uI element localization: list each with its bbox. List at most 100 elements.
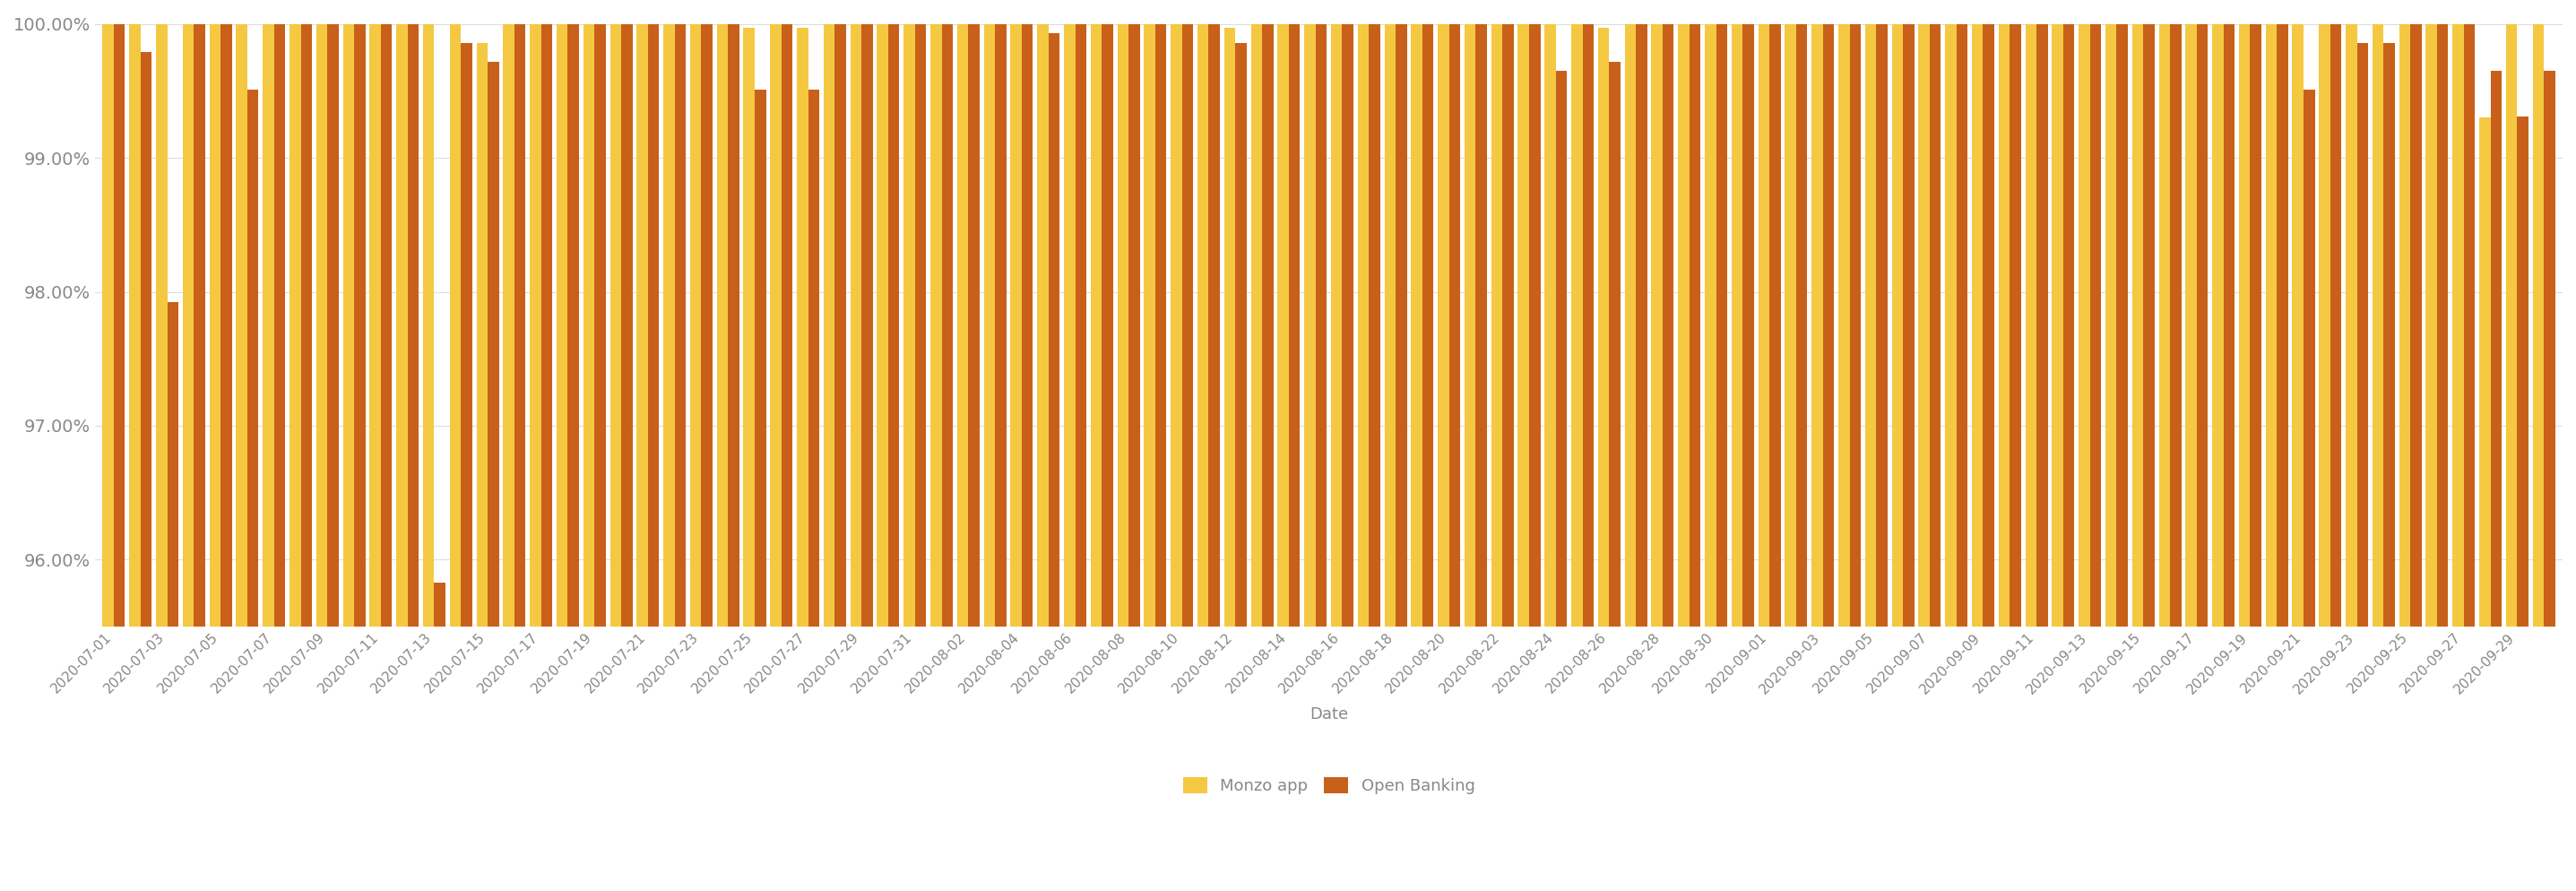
Bar [1875,24,1888,626]
Bar [222,24,232,626]
Bar [636,24,649,626]
Bar [1929,24,1940,626]
Bar [461,43,471,626]
Bar [1118,24,1128,626]
Bar [2038,24,2048,626]
Bar [2105,24,2117,626]
Bar [984,24,994,626]
Bar [301,24,312,626]
Bar [1582,24,1595,626]
Bar [649,24,659,626]
Bar [1971,24,1984,626]
Bar [796,29,809,626]
Bar [2383,43,2396,626]
Bar [969,24,979,626]
Bar [273,24,286,626]
Bar [744,29,755,626]
Bar [2452,24,2463,626]
Bar [157,24,167,626]
Bar [1010,24,1023,626]
Bar [556,24,567,626]
Bar [1048,34,1059,626]
Bar [1770,24,1780,626]
Bar [824,24,835,626]
Bar [1984,24,1994,626]
Bar [317,24,327,626]
Bar [1517,24,1530,626]
Bar [541,24,551,626]
Bar [343,24,353,626]
Bar [1839,24,1850,626]
Bar [183,24,193,626]
Bar [1358,24,1368,626]
Bar [2053,24,2063,626]
Bar [2063,24,2074,626]
Bar [595,24,605,626]
Bar [2197,24,2208,626]
Bar [1636,24,1646,626]
Bar [1625,24,1636,626]
Bar [397,24,407,626]
Bar [1502,24,1515,626]
Bar [2025,24,2038,626]
Bar [1396,24,1406,626]
Bar [1170,24,1182,626]
Bar [103,24,113,626]
Bar [2478,118,2491,626]
Bar [2545,71,2555,626]
Bar [1412,24,1422,626]
Bar [1182,24,1193,626]
Bar [2239,24,2249,626]
Bar [2398,24,2411,626]
Bar [2249,24,2262,626]
Bar [1288,24,1301,626]
Bar [193,24,206,626]
Bar [1342,24,1352,626]
Bar [1530,24,1540,626]
Bar [1278,24,1288,626]
Bar [1824,24,1834,626]
Bar [2372,24,2383,626]
Bar [930,24,943,626]
Bar [1316,24,1327,626]
Bar [755,90,765,626]
Bar [2184,24,2197,626]
Bar [1224,29,1236,626]
Bar [1759,24,1770,626]
Bar [113,24,126,626]
Bar [2427,24,2437,626]
Bar [1208,24,1221,626]
Bar [2437,24,2447,626]
Bar [1571,24,1582,626]
Bar [381,24,392,626]
Bar [770,24,781,626]
Bar [2169,24,2182,626]
Bar [1744,24,1754,626]
Bar [1262,24,1273,626]
Bar [1476,24,1486,626]
Bar [904,24,914,626]
Bar [835,24,845,626]
Bar [142,53,152,626]
Bar [1546,24,1556,626]
Bar [1103,24,1113,626]
Bar [889,24,899,626]
Bar [477,43,487,626]
Bar [129,24,142,626]
Bar [2267,24,2277,626]
Bar [1422,24,1432,626]
Bar [860,24,873,626]
Bar [1610,61,1620,626]
Bar [1303,24,1316,626]
Bar [167,303,178,626]
Bar [407,24,420,626]
Bar [943,24,953,626]
Bar [2133,24,2143,626]
Bar [665,24,675,626]
Bar [781,24,793,626]
Bar [247,90,258,626]
Bar [2303,90,2316,626]
Bar [2506,24,2517,626]
Bar [1383,24,1396,626]
Bar [2009,24,2022,626]
